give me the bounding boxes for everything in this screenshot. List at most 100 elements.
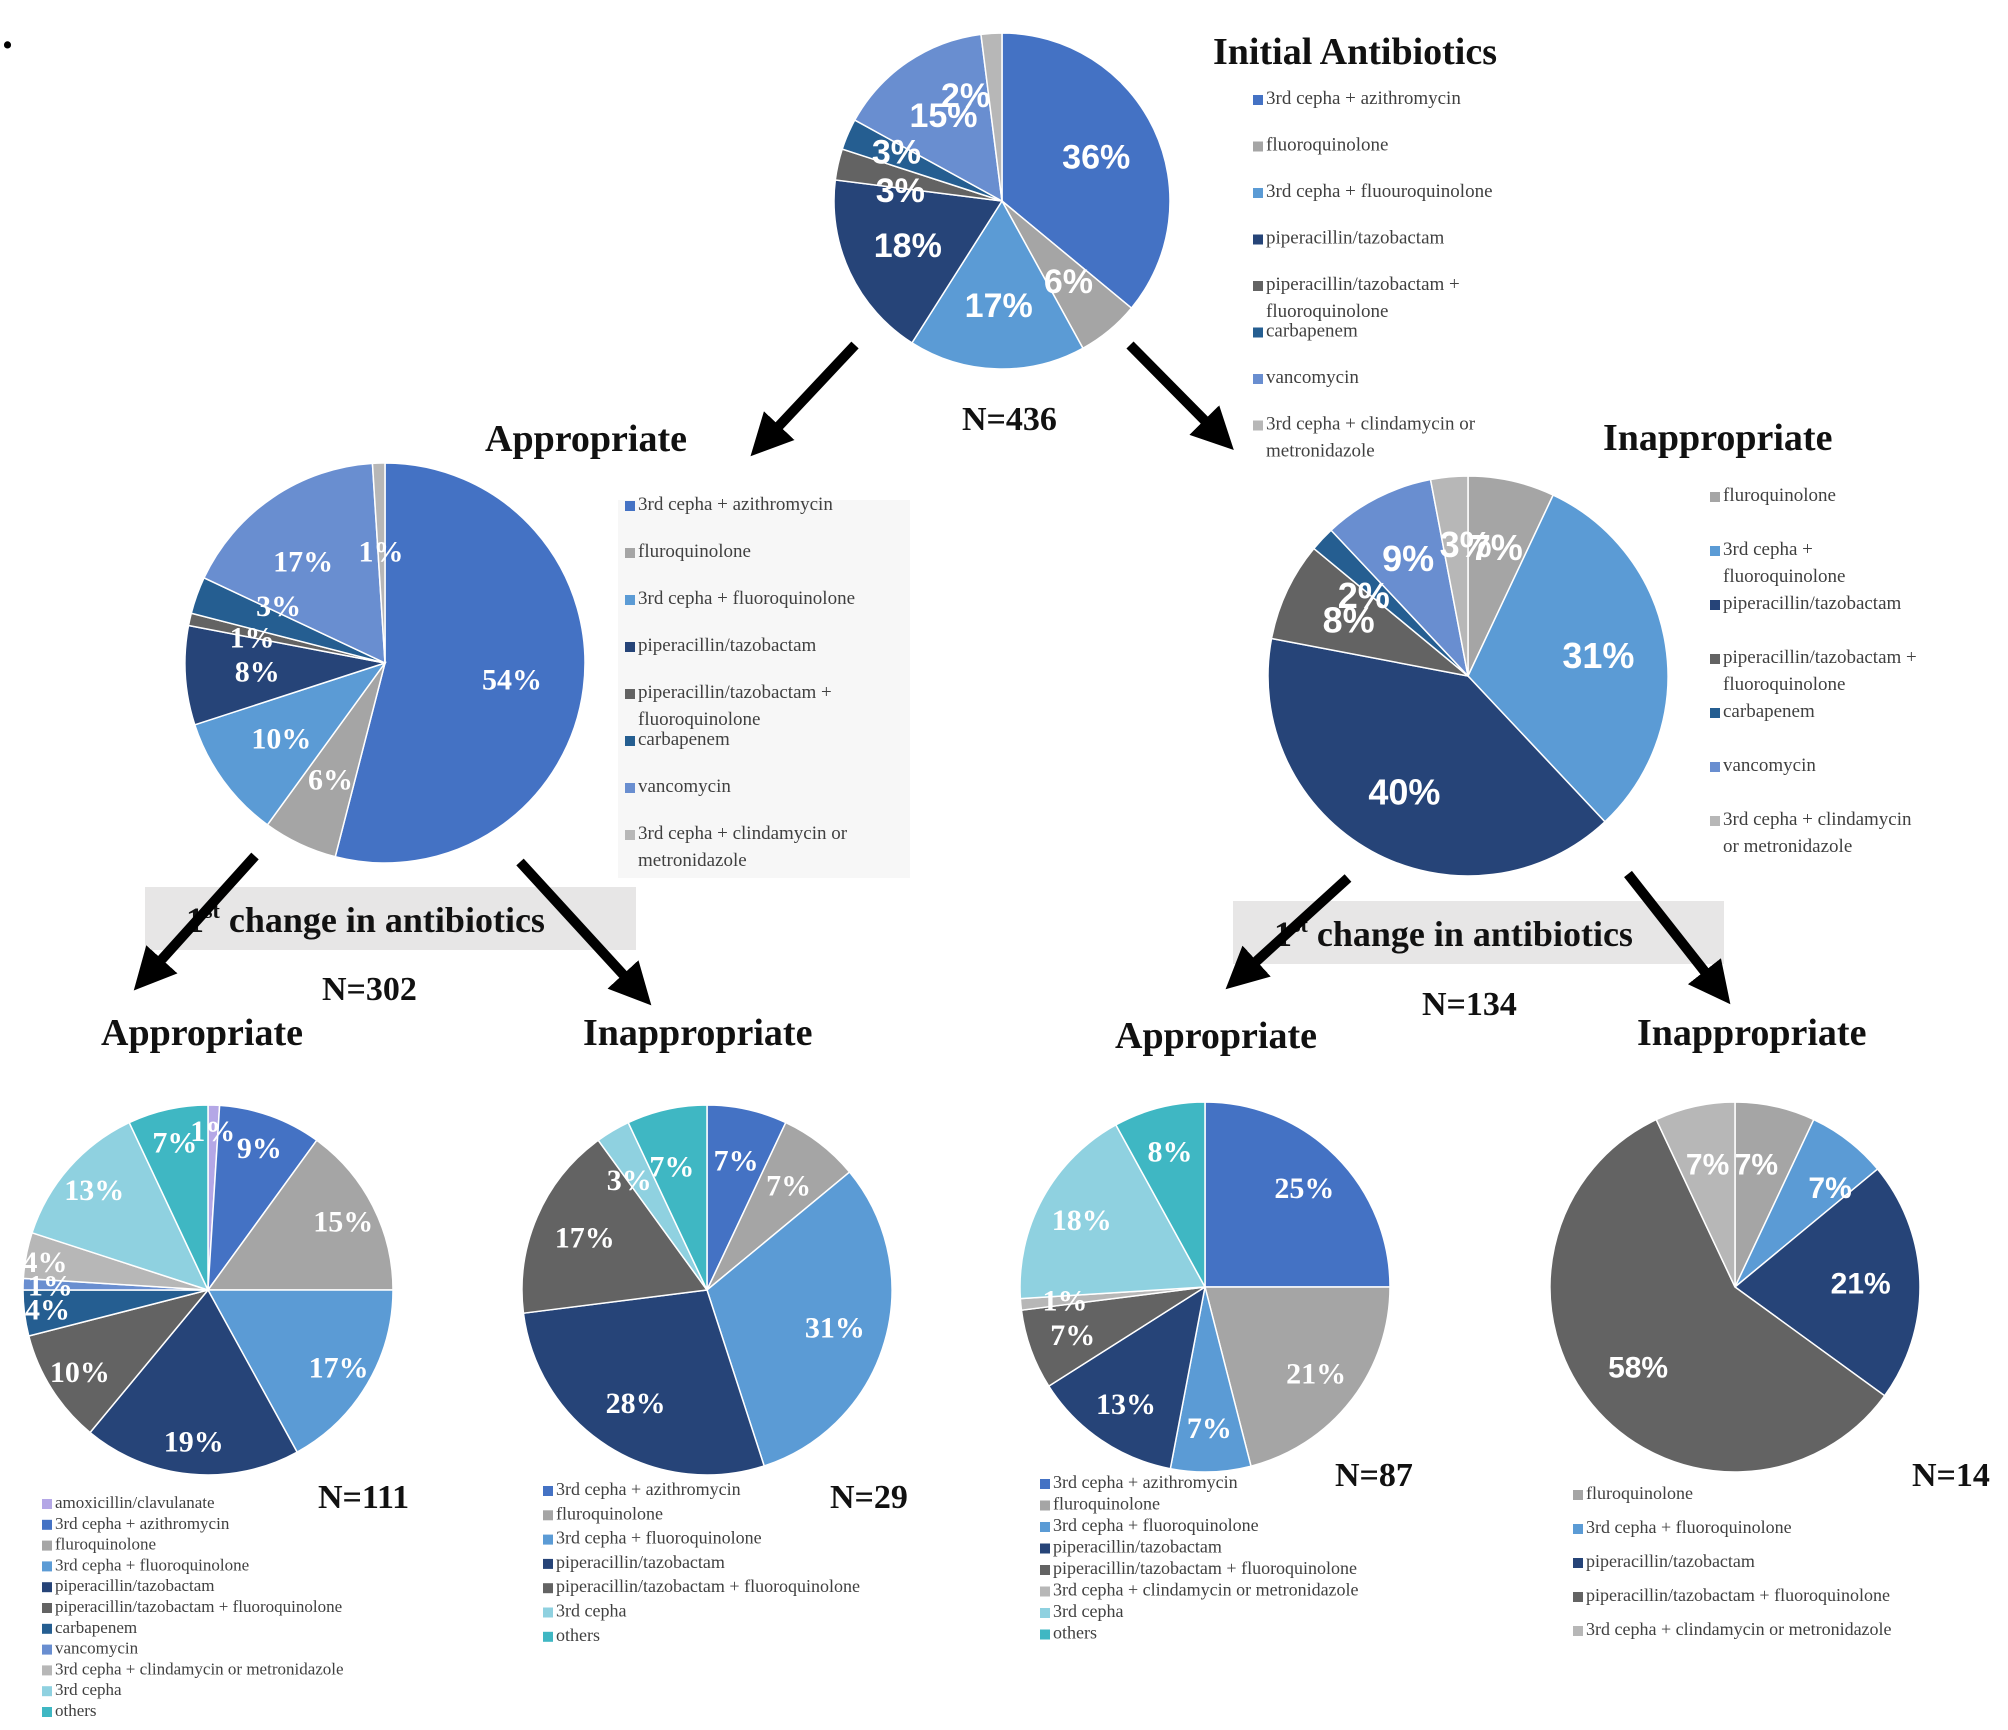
pie-data-label: 18%: [874, 227, 942, 265]
flow-arrows: [133, 341, 1731, 1006]
legend-label: or metronidazole: [1723, 836, 1852, 857]
legend-swatch: [543, 1607, 553, 1618]
legend-swatch: [1710, 492, 1720, 502]
legend-label: vancomycin: [1723, 755, 1816, 776]
pie-slice: [1733, 1168, 1921, 1397]
pie-slice: [627, 1104, 708, 1291]
legend-swatch: [42, 1561, 52, 1572]
legend-label: fluroquinolone: [1586, 1483, 1693, 1503]
legend-initial: 3rd cepha + azithromycin fluoroquinolone 3…: [1253, 88, 1493, 462]
legend-label: fluoroquinolone: [1266, 301, 1388, 322]
legend-swatch: [42, 1665, 52, 1676]
legend-label: 3rd cepha + clindamycin: [1723, 809, 1912, 830]
pie-data-label: 1%: [28, 1270, 73, 1303]
legend-label: amoxicillin/clavulanate: [55, 1493, 215, 1512]
legend-swatch: [1040, 1629, 1050, 1640]
legend-swatch: [1573, 1558, 1583, 1568]
pie-slice: [853, 33, 1003, 203]
pie-data-label: 17%: [273, 546, 333, 579]
pie-data-label: 4%: [23, 1246, 68, 1279]
pie-data-label: 10%: [251, 723, 311, 756]
pie-data-label: 13%: [1096, 1388, 1156, 1421]
legend-label: fluoroquinolone: [638, 709, 760, 730]
pie-slice: [89, 1288, 299, 1476]
pie-slice: [203, 462, 386, 665]
legend-label: 3rd cepha + fluoroquinolone: [638, 588, 855, 609]
legend-swatch: [625, 548, 635, 558]
legend-swatch: [625, 642, 635, 652]
n-label-inapp-app: N=87: [1335, 1457, 1413, 1494]
legend-label: 3rd cepha + fluoroquinolone: [1053, 1515, 1259, 1535]
legend-swatch: [1573, 1524, 1583, 1534]
pie-data-label: 15%: [909, 97, 977, 135]
legend-label: 3rd cepha + clindamycin or: [638, 823, 848, 844]
legend-swatch: [1040, 1522, 1050, 1532]
legend-label: metronidazole: [638, 850, 747, 871]
pie-data-label: 7%: [1686, 1149, 1729, 1182]
pie-slice: [1270, 547, 1469, 677]
legend-label: vancomycin: [55, 1639, 139, 1658]
title-inappropriate: Inappropriate: [1603, 417, 1832, 459]
legend-label: piperacillin/tazobactam: [638, 635, 817, 656]
legend-label: 3rd cepha + fluoroquinolone: [1586, 1517, 1792, 1537]
pie-data-label: 3%: [256, 590, 301, 623]
legend-label: vancomycin: [1266, 367, 1359, 388]
n-label-app-inapp: N=29: [830, 1479, 908, 1516]
pie-data-label: 7%: [714, 1145, 759, 1178]
pie-data-label: 6%: [1044, 263, 1093, 301]
legend-app-app: amoxicillin/clavulanate 3rd cepha + azith…: [42, 1493, 344, 1720]
legend-swatch: [42, 1603, 52, 1613]
legend-swatch: [1573, 1490, 1583, 1500]
pie-data-label: 3%: [872, 134, 921, 172]
pie-data-label: 21%: [1286, 1358, 1346, 1391]
legend-swatch: [42, 1644, 52, 1655]
pie-data-label: 40%: [1368, 771, 1440, 812]
legend-label: 3rd cepha + clindamycin or metronidazole: [1586, 1619, 1892, 1639]
legend-inapp-inapp: fluroquinolone 3rd cepha + fluoroquinolon…: [1573, 1483, 1892, 1639]
legend-swatch: [625, 736, 635, 746]
legend-label: 3rd cepha + clindamycin or metronidazole: [1053, 1580, 1359, 1600]
legend-label: piperacillin/tazobactam +: [1723, 647, 1917, 668]
legend-label: fluroquinolone: [1053, 1494, 1160, 1514]
legend-label: fluroquinolone: [638, 541, 751, 562]
pie-slice: [184, 624, 386, 726]
pie-slice: [1047, 1285, 1207, 1470]
legend-label: 3rd cepha + azithromycin: [1266, 88, 1461, 109]
pie-data-label: 17%: [555, 1222, 615, 1255]
pie-slice: [207, 1104, 318, 1293]
legend-swatch: [1710, 816, 1720, 826]
n-label-inapp-inapp: N=14: [1912, 1457, 1990, 1494]
pie-slice: [1467, 494, 1669, 823]
pie-slice: [128, 1104, 209, 1291]
pie-slice: [522, 1289, 766, 1476]
pie-slice: [1429, 475, 1469, 677]
pie-data-label: 2%: [941, 77, 990, 115]
legend-swatch: [543, 1486, 553, 1496]
arrow-initial-to-inappropriate: [1126, 341, 1234, 450]
legend-label: fluroquinolone: [556, 1503, 663, 1523]
legend-label: 3rd cepha + clindamycin or: [1266, 414, 1476, 435]
legend-swatch: [42, 1582, 52, 1593]
pie-data-label: 10%: [50, 1356, 110, 1389]
arrow-inappropriate-to-app: [1225, 874, 1352, 990]
change-box-right-text: 1st change in antibiotics: [1274, 912, 1633, 954]
title-inapp-app: Appropriate: [1115, 1015, 1317, 1057]
change-box-left-text: 1st change in antibiotics: [186, 898, 545, 940]
legend-label: piperacillin/tazobactam + fluoroquinolon…: [1053, 1558, 1357, 1578]
pie-data-label: 1%: [230, 622, 275, 655]
pie-slice: [31, 1121, 210, 1292]
legend-swatch: [1573, 1592, 1583, 1602]
legend-label: piperacillin/tazobactam: [1723, 593, 1902, 614]
legend-label: carbapenem: [1266, 321, 1358, 342]
pie-data-label: 1%: [1043, 1285, 1088, 1318]
legend-label: fluoroquinolone: [1723, 566, 1845, 587]
title-appropriate: Appropriate: [485, 418, 687, 460]
legend-label: piperacillin/tazobactam + fluoroquinolon…: [1586, 1585, 1890, 1605]
legend-label: fluoroquinolone: [1723, 674, 1845, 695]
legend-app-inapp: 3rd cepha + azithromycin fluroquinolone 3r…: [543, 1479, 860, 1645]
legend-label: fluroquinolone: [55, 1535, 156, 1554]
legend-label: piperacillin/tazobactam: [55, 1576, 215, 1595]
pie-data-label: 31%: [1562, 635, 1634, 676]
legend-label: 3rd cepha +: [1723, 539, 1813, 560]
